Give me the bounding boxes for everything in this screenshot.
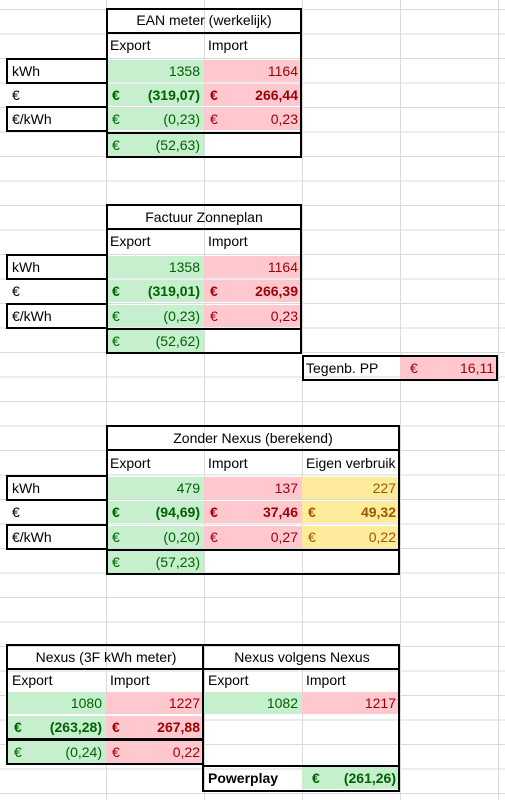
nexus-volgens-export-kwh-cell[interactable]: 1082 xyxy=(204,692,302,714)
ean-export-kwh-cell[interactable]: 1358 xyxy=(106,60,204,82)
zonder-eigen-eurkwh-cell[interactable]: €0,22 xyxy=(302,526,400,548)
zonder-eigen-eur-cell[interactable]: €49,32 xyxy=(302,501,400,523)
nexus3f-title: Nexus (3F kWh meter) xyxy=(35,649,177,665)
ean-import-eurkwh-cell[interactable]: €0,23 xyxy=(204,108,302,130)
ean-col-import: Import xyxy=(208,37,248,53)
ean-export-eur-cell[interactable]: € (319,07) xyxy=(106,84,204,106)
ean-import-eur-cell[interactable]: €266,44 xyxy=(204,84,302,106)
powerplay-label: Powerplay xyxy=(208,770,279,786)
ean-col-export: Export xyxy=(110,37,151,53)
ean-title: EAN meter (werkelijk) xyxy=(136,12,272,28)
zonneplan-import-kwh-cell[interactable]: 1164 xyxy=(204,256,302,278)
tegenb-label: Tegenb. PP xyxy=(306,360,379,376)
nexus3f-import-eurkwh-cell[interactable]: €0,22 xyxy=(106,741,204,763)
nexus3f-export-eur-cell[interactable]: € (263,28) xyxy=(8,716,106,738)
nexus3f-export-eurkwh-cell[interactable]: € (0,24) xyxy=(8,741,106,763)
nexus3f-col-export: Export xyxy=(12,672,53,688)
zonder-row-eurkwh: €/kWh xyxy=(12,529,52,545)
ean-export-eurkwh-cell[interactable]: € (0,23) xyxy=(106,108,204,130)
nexus3f-import-eur-cell[interactable]: €267,88 xyxy=(106,716,204,738)
zonneplan-export-eurkwh-cell[interactable]: € (0,23) xyxy=(106,305,204,327)
zonneplan-row-kwh: kWh xyxy=(12,259,40,275)
zonneplan-col-import: Import xyxy=(208,233,248,249)
zonneplan-import-eurkwh-cell[interactable]: €0,23 xyxy=(204,305,302,327)
zonneplan-import-eur-cell[interactable]: €266,39 xyxy=(204,280,302,302)
zonder-export-kwh-cell[interactable]: 479 xyxy=(106,477,204,499)
zonneplan-export-eur-cell[interactable]: € (319,01) xyxy=(106,280,204,302)
zonneplan-row-eurkwh: €/kWh xyxy=(12,308,52,324)
nexus-volgens-import-kwh-cell[interactable]: 1217 xyxy=(302,692,400,714)
powerplay-value-cell[interactable]: € (261,26) xyxy=(302,767,400,789)
nexus3f-import-kwh-cell[interactable]: 1227 xyxy=(106,692,204,714)
zonneplan-title: Factuur Zonneplan xyxy=(145,209,263,225)
nexus-volgens-col-import: Import xyxy=(306,672,346,688)
zonder-col-export: Export xyxy=(110,455,151,471)
zonneplan-export-kwh-cell[interactable]: 1358 xyxy=(106,256,204,278)
zonneplan-total-cell[interactable]: € (52,62) xyxy=(106,330,204,352)
ean-total-cell[interactable]: € (52,63) xyxy=(106,134,204,156)
ean-row-eur: € xyxy=(12,87,20,103)
ean-row-eurkwh: €/kWh xyxy=(12,111,52,127)
zonneplan-row-eur: € xyxy=(12,283,20,299)
zonder-import-kwh-cell[interactable]: 137 xyxy=(204,477,302,499)
zonder-import-eurkwh-cell[interactable]: €0,27 xyxy=(204,526,302,548)
zonder-eigen-kwh-cell[interactable]: 227 xyxy=(302,477,400,499)
ean-import-kwh-cell[interactable]: 1164 xyxy=(204,60,302,82)
zonder-import-eur-cell[interactable]: €37,46 xyxy=(204,501,302,523)
zonder-col-eigen: Eigen verbruik xyxy=(306,455,396,471)
zonder-total-cell[interactable]: € (57,23) xyxy=(106,551,204,573)
nexus-volgens-title: Nexus volgens Nexus xyxy=(234,649,370,665)
ean-row-kwh: kWh xyxy=(12,63,40,79)
zonneplan-col-export: Export xyxy=(110,233,151,249)
tegenb-value-cell[interactable]: €16,11 xyxy=(400,357,498,379)
zonder-nexus-title: Zonder Nexus (berekend) xyxy=(173,430,333,446)
zonder-row-eur: € xyxy=(12,504,20,520)
zonder-export-eur-cell[interactable]: € (94,69) xyxy=(106,501,204,523)
zonder-export-eurkwh-cell[interactable]: € (0,20) xyxy=(106,526,204,548)
zonder-row-kwh: kWh xyxy=(12,480,40,496)
nexus3f-export-kwh-cell[interactable]: 1080 xyxy=(8,692,106,714)
zonder-col-import: Import xyxy=(208,455,248,471)
nexus-volgens-col-export: Export xyxy=(208,672,249,688)
nexus3f-col-import: Import xyxy=(110,672,150,688)
